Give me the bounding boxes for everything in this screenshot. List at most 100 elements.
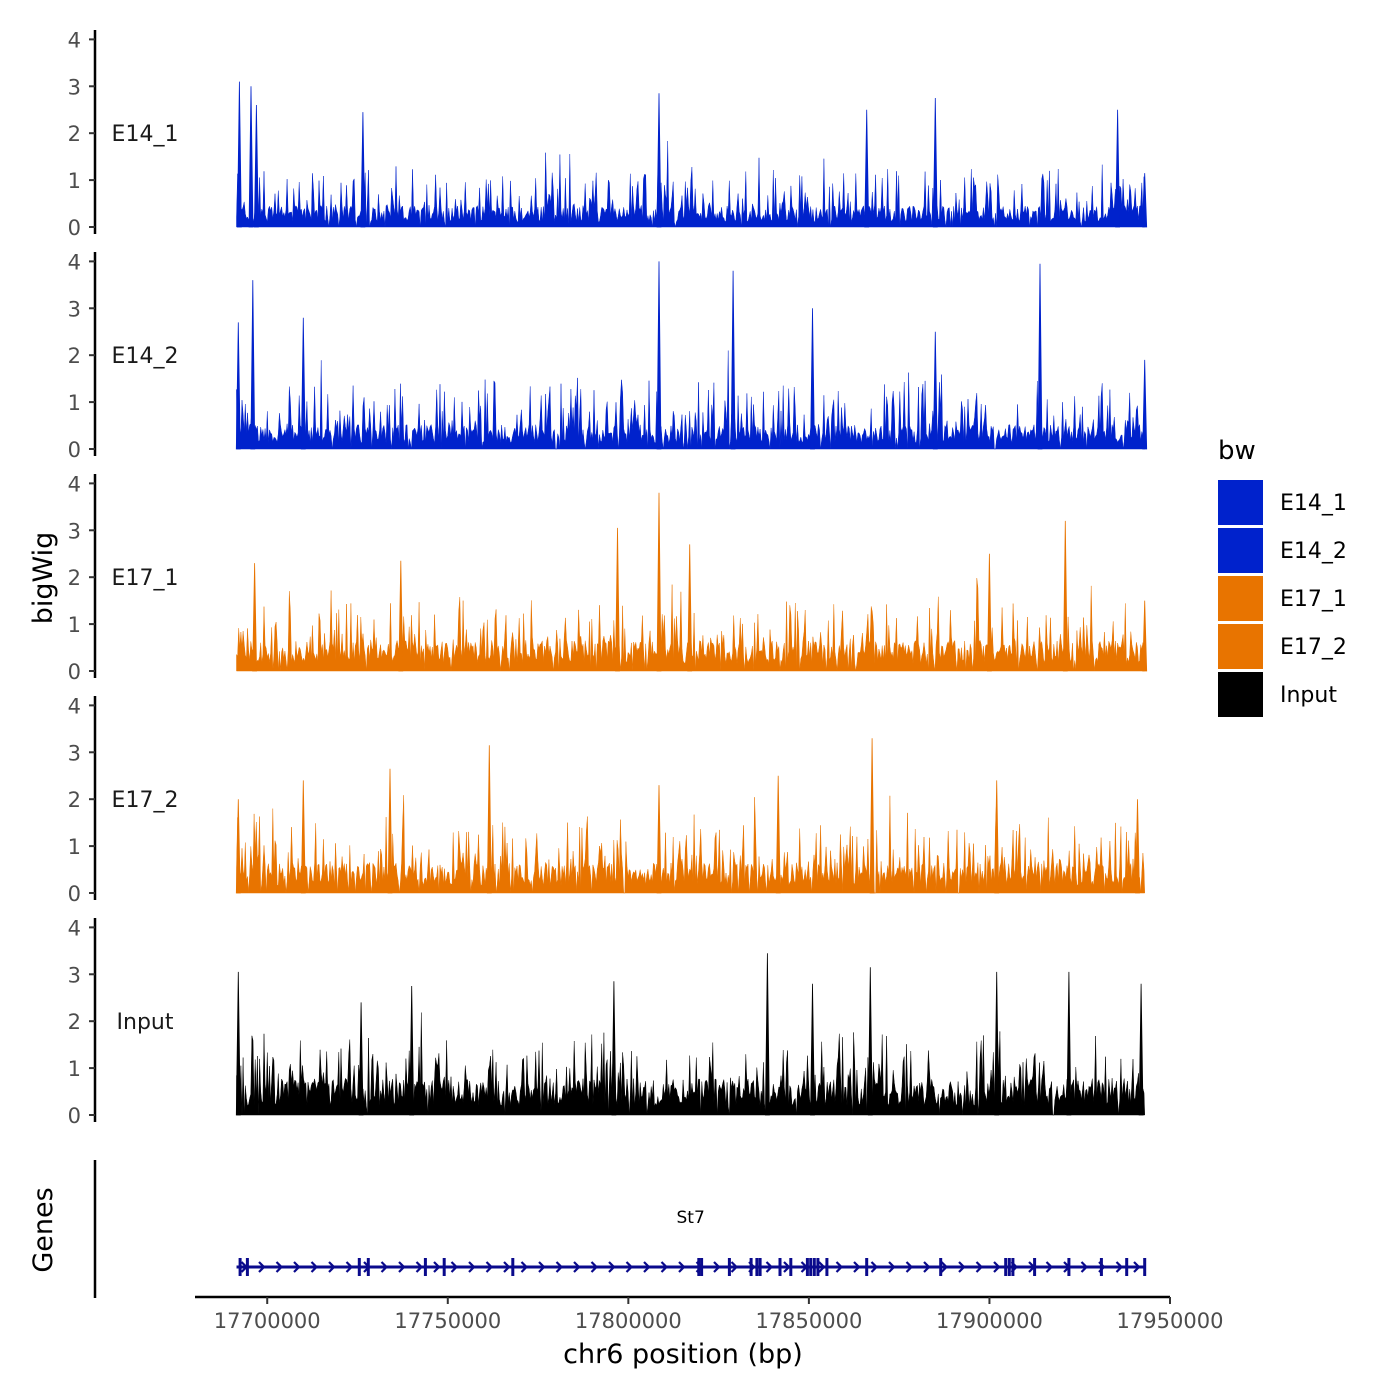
gene-exon: [778, 1258, 782, 1276]
signal-peak: [409, 985, 415, 1116]
strand-arrow: [1115, 1261, 1124, 1273]
gene-exon: [1004, 1258, 1008, 1276]
strand-arrow: [485, 1261, 494, 1273]
y-tick-label: 1: [68, 613, 81, 637]
gene-exon: [1011, 1258, 1015, 1276]
strand-arrow: [730, 1261, 739, 1273]
strand-arrow: [958, 1261, 966, 1273]
y-tick-label: 2: [68, 1010, 81, 1034]
y-tick-label: 1: [68, 391, 81, 415]
y-tick-label: 2: [68, 788, 81, 812]
y-tick-label: 3: [68, 75, 81, 99]
x-tick-label: 17950000: [1117, 1309, 1224, 1333]
gene-exon: [749, 1258, 753, 1276]
signal-peak: [1062, 520, 1068, 672]
gene-exon: [939, 1258, 943, 1276]
y-tick-label: 0: [68, 660, 81, 684]
strand-arrow: [258, 1261, 266, 1273]
y-tick-label: 0: [68, 438, 81, 462]
strand-arrow: [643, 1261, 651, 1273]
y-axis-title: bigWig: [28, 532, 59, 625]
legend-swatch: [1218, 672, 1263, 717]
strand-arrow: [328, 1261, 336, 1273]
legend: bw E14_1 E14_2 E17_1 E17_2 Input: [1218, 436, 1347, 717]
gene-exon: [357, 1258, 361, 1276]
signal-peak: [250, 280, 256, 450]
strand-arrow: [433, 1261, 441, 1273]
gene-exon: [1143, 1258, 1147, 1276]
strand-arrow: [993, 1261, 1001, 1273]
signal-peak: [398, 560, 404, 672]
gene-exon: [812, 1258, 816, 1276]
strand-arrow: [503, 1261, 511, 1273]
legend-swatch: [1218, 624, 1263, 669]
signal-peak: [656, 785, 662, 894]
strand-arrow: [1045, 1261, 1054, 1273]
signal-peak: [656, 93, 662, 228]
signal-peak: [300, 780, 306, 894]
signal-peak: [730, 270, 736, 450]
strand-arrow: [573, 1261, 581, 1273]
gene-exon: [423, 1258, 427, 1276]
y-tick-label: 1: [68, 835, 81, 859]
x-tick-label: 17900000: [936, 1309, 1043, 1333]
y-tick-label: 3: [68, 741, 81, 765]
gene-exon: [865, 1258, 869, 1276]
track-label: Input: [117, 1010, 174, 1035]
gene-exon: [1007, 1258, 1011, 1276]
signal-peak: [387, 768, 393, 894]
signal-peak: [1142, 173, 1148, 228]
signal-peak: [687, 544, 693, 672]
y-tick-label: 4: [68, 250, 81, 274]
signal-peak: [253, 104, 259, 228]
signal-peak: [867, 967, 873, 1116]
y-tick-label: 1: [68, 169, 81, 193]
signal-peak: [236, 81, 242, 228]
gene-exon: [805, 1258, 809, 1276]
strand-arrow: [520, 1261, 529, 1273]
signal-peak: [656, 492, 662, 672]
signal-peak: [869, 738, 875, 894]
y-tick-label: 3: [68, 519, 81, 543]
y-tick-label: 2: [68, 122, 81, 146]
track-E14_2: 0 1 2 3 4 E14_2: [68, 250, 1148, 462]
legend-swatch: [1218, 480, 1263, 525]
gene-exon: [366, 1258, 370, 1276]
legend-label: E17_1: [1280, 587, 1347, 612]
strand-arrow: [380, 1261, 389, 1273]
legend-label: E14_2: [1280, 539, 1347, 564]
gene-exon: [245, 1258, 249, 1276]
strand-arrow: [398, 1261, 406, 1273]
tracks-group: 0 1 2 3 4 E14_1 0 1 2 3 4 E14_2 0 1 2 3 4 E17_1 0 1 2 3 4 E17_2…: [68, 28, 1148, 1128]
x-tick-label: 17750000: [394, 1309, 501, 1333]
strand-arrow: [818, 1261, 826, 1273]
strand-arrow: [293, 1261, 301, 1273]
strand-arrow: [608, 1261, 616, 1273]
strand-arrow: [415, 1261, 424, 1273]
gene-exon: [697, 1258, 701, 1276]
strand-arrow: [678, 1261, 686, 1273]
signal-peak: [1115, 109, 1121, 228]
signal-peak: [764, 953, 770, 1116]
signal-peak: [486, 745, 492, 894]
track-label: E14_1: [112, 122, 179, 147]
signal-peak: [810, 308, 815, 450]
track-label: E17_2: [112, 788, 179, 813]
track-label: E17_1: [112, 566, 179, 591]
gene-exon: [825, 1258, 829, 1276]
strand-arrow: [783, 1261, 791, 1273]
track-E14_1: 0 1 2 3 4 E14_1: [68, 28, 1148, 240]
signal-peak: [235, 322, 241, 450]
strand-arrow: [275, 1261, 284, 1273]
x-tick-label: 17700000: [214, 1309, 321, 1333]
strand-arrow: [345, 1261, 354, 1273]
strand-arrow: [538, 1261, 546, 1273]
y-tick-label: 3: [68, 963, 81, 987]
signal-peak: [1138, 983, 1144, 1116]
signal-peak: [358, 1002, 364, 1116]
x-tick-label: 17800000: [575, 1309, 682, 1333]
gene-exon: [727, 1258, 731, 1276]
signal-peak: [300, 317, 306, 450]
strand-arrow: [660, 1261, 669, 1273]
y-tick-label: 2: [68, 566, 81, 590]
